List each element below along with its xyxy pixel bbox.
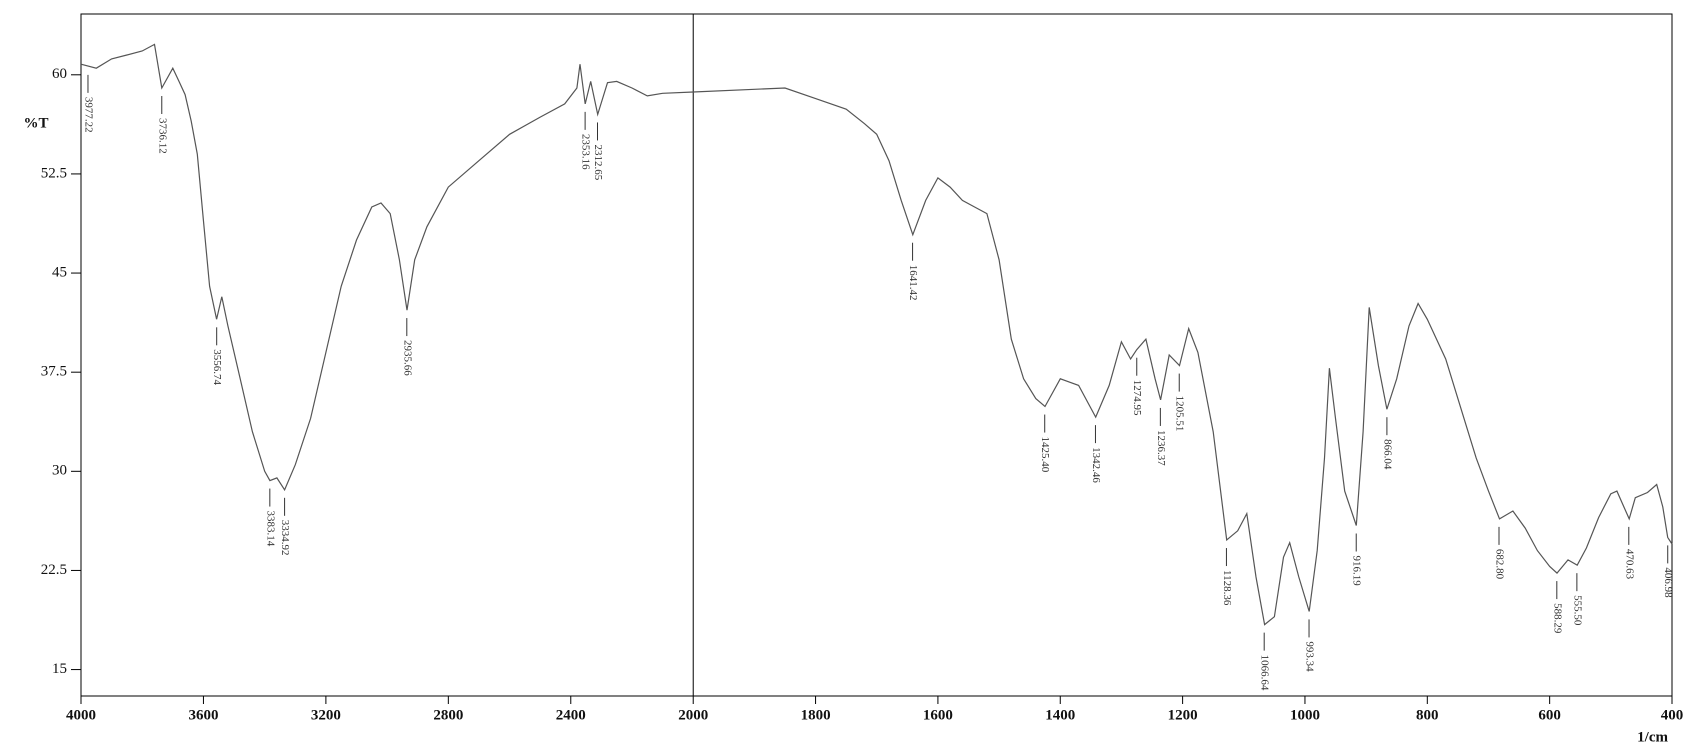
- peak-label: 3556.74: [211, 349, 223, 385]
- x-tick-label: 4000: [66, 707, 96, 723]
- peak-label: 1641.42: [907, 265, 919, 301]
- peak-label: 406.98: [1662, 567, 1674, 598]
- x-tick-label: 2800: [433, 707, 463, 723]
- y-tick-label: 15: [52, 661, 67, 677]
- peak-label: 3334.92: [279, 520, 291, 556]
- peak-label: 1128.36: [1221, 570, 1233, 606]
- peak-label: 3977.22: [82, 97, 94, 133]
- x-tick-label: 600: [1538, 707, 1561, 723]
- peak-label: 2312.65: [592, 144, 604, 180]
- spectrum-line: [81, 44, 1672, 624]
- x-tick-label: 1400: [1045, 707, 1075, 723]
- x-tick-label: 400: [1661, 707, 1684, 723]
- y-tick-label: 60: [52, 66, 67, 82]
- x-tick-label: 3200: [311, 707, 341, 723]
- peak-label: 1205.51: [1174, 396, 1186, 432]
- peak-label: 1274.95: [1131, 380, 1143, 416]
- x-tick-label: 2000: [678, 707, 708, 723]
- y-tick-label: 52.5: [41, 165, 67, 181]
- peak-label: 1342.46: [1090, 447, 1102, 483]
- peak-label: 470.63: [1623, 549, 1635, 580]
- peak-label: 916.19: [1351, 556, 1363, 587]
- y-tick-label: 45: [52, 264, 67, 280]
- y-tick-label: 30: [52, 463, 67, 479]
- x-tick-label: 1200: [1168, 707, 1198, 723]
- peak-label: 682.80: [1493, 549, 1505, 580]
- y-tick-label: 37.5: [41, 364, 67, 380]
- peak-label: 3383.14: [264, 511, 276, 547]
- page: %T 1/cm 60 52.5 45 37.5 30 22.5 15 4000 3600 3200…: [0, 0, 1690, 747]
- peak-label: 1066.64: [1259, 655, 1271, 691]
- peak-label: 3736.12: [156, 118, 168, 154]
- peak-label: 2353.16: [580, 134, 592, 170]
- peak-label: 1236.37: [1155, 430, 1167, 466]
- x-axis-label: 1/cm: [1637, 729, 1668, 745]
- peak-label: 993.34: [1303, 641, 1315, 672]
- x-tick-label: 1600: [923, 707, 953, 723]
- x-tick-label: 3600: [188, 707, 218, 723]
- y-tick-label: 22.5: [41, 562, 67, 578]
- y-axis-label: %T: [23, 115, 48, 131]
- chart: %T 1/cm 60 52.5 45 37.5 30 22.5 15 4000 3600 3200…: [0, 0, 1690, 747]
- plot-frame: [81, 14, 1672, 696]
- x-tick-label: 2400: [556, 707, 586, 723]
- x-tick-label: 800: [1416, 707, 1439, 723]
- peak-label: 866.04: [1381, 439, 1393, 470]
- peak-label: 2935.66: [401, 340, 413, 376]
- peak-label: 1425.40: [1039, 437, 1051, 473]
- peak-label: 555.50: [1571, 595, 1583, 626]
- peak-label: 588.29: [1551, 603, 1563, 634]
- x-tick-label: 1800: [801, 707, 831, 723]
- x-tick-label: 1000: [1290, 707, 1320, 723]
